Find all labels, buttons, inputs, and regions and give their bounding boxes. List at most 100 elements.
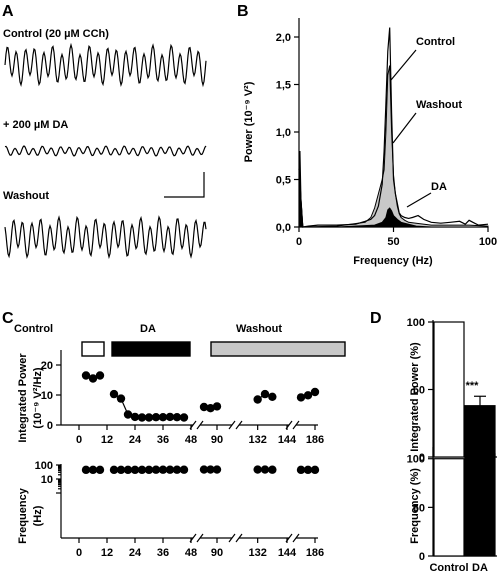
series-da-area (298, 160, 488, 228)
c-top-point-da (130, 412, 140, 422)
c-bottom-x-tick-label: 0 (76, 547, 82, 559)
d-top-bar-da (464, 405, 496, 458)
c-bottom-point-washout (206, 465, 215, 474)
c-bottom-x-tick-label: 144 (278, 547, 297, 559)
c-top-point-washout (268, 392, 277, 401)
c-top-point-washout (310, 387, 320, 397)
panel-letter-d: D (370, 310, 382, 327)
series-control-line (298, 27, 489, 228)
trace-washout (4, 215, 207, 260)
leader-control (390, 49, 417, 81)
c-bottom-point-washout (296, 465, 306, 475)
c-bottom-point-washout (253, 465, 262, 474)
c-bottom-y-tick-label: 100 (35, 460, 53, 472)
c-bottom-y-tick-label: 10 (41, 474, 53, 486)
c-bottom-point-control (81, 465, 91, 475)
d-top-y-tick-label: 100 (407, 317, 425, 329)
c-bottom-point-da (130, 465, 140, 475)
trace-da (4, 145, 207, 157)
trace-label-da: + 200 µM DA (3, 119, 68, 131)
condition-bar-da (111, 341, 191, 357)
panel-c: Control DA Washout 0 12 24 36 48 90 132 144 186 0… (14, 323, 346, 559)
leader-washout (392, 112, 417, 144)
c-top-y-tick-label: 0 (47, 420, 53, 432)
c-top-axis-break (228, 420, 236, 430)
c-bottom-point-washout (310, 465, 320, 475)
c-bottom-point-da (116, 465, 126, 475)
bar-label-washout: Washout (236, 323, 282, 335)
series-washout-area (298, 65, 489, 228)
c-top-y-tick-label: 20 (41, 360, 53, 372)
legend-control: Control (416, 36, 455, 48)
c-bottom-x-tick-label: 132 (248, 547, 266, 559)
condition-bar-washout (210, 341, 346, 357)
c-bottom-axis-break (228, 533, 236, 543)
c-top-point-da (151, 413, 161, 422)
c-top-x-tick-label: 48 (185, 434, 197, 446)
c-top-point-da (179, 413, 189, 422)
d-bottom-y-tick-label: 50 (413, 502, 425, 514)
b-y-axis-label: Power (10⁻⁹ V²) (243, 81, 255, 162)
panel-letter-c: C (2, 310, 14, 327)
c-top-point-control (88, 374, 98, 383)
c-bottom-x-tick-label: 24 (129, 547, 142, 559)
c-top-x-tick-label: 90 (211, 434, 223, 446)
b-x-tick-label: 50 (387, 236, 399, 248)
c-top-point-da (109, 389, 119, 399)
c-bottom-x-tick-label: 48 (185, 547, 197, 559)
c-bottom-x-tick-label: 90 (211, 547, 223, 559)
d-bottom-y-axis-label: Frequency (%) (409, 468, 421, 544)
c-top-x-tick-label: 36 (157, 434, 169, 446)
d-bottom-bar-da (464, 453, 496, 557)
trace-control (4, 42, 207, 88)
scale-bar (164, 172, 205, 198)
b-y-tick-label: 1,0 (276, 127, 291, 139)
c-bottom-point-washout (212, 465, 222, 474)
leader-da (406, 192, 432, 208)
c-bottom-x-tick-label: 12 (101, 547, 113, 559)
c-top-point-washout (212, 402, 222, 411)
c-top-x-tick-label: 12 (101, 434, 113, 446)
c-bottom-point-washout (303, 465, 313, 475)
c-bottom-point-control (88, 465, 98, 475)
c-top-y-tick-label: 10 (41, 390, 53, 402)
c-top-point-washout (260, 389, 270, 399)
c-top-point-washout (296, 393, 306, 402)
c-top-point-control (95, 371, 105, 380)
b-y-tick-label: 0,0 (276, 222, 291, 234)
c-top-x-tick-label: 24 (129, 434, 142, 446)
bar-label-control: Control (14, 323, 53, 335)
c-bottom-point-da (158, 465, 168, 474)
panel-letter-b: B (237, 3, 249, 20)
b-y-tick-label: 0,5 (276, 175, 291, 187)
c-top-x-tick-label: 132 (248, 434, 266, 446)
panel-a: Control (20 µM CCh) + 200 µM DA Washout (3, 28, 207, 260)
bar-label-da: DA (140, 323, 156, 335)
legend-washout: Washout (416, 99, 462, 111)
c-top-y-axis-label-line1: Integrated Power (17, 353, 29, 443)
b-x-tick-label: 0 (296, 236, 302, 248)
c-top-point-da (123, 410, 133, 419)
c-top-point-washout (199, 402, 209, 412)
d-category-label-da: DA (472, 562, 488, 574)
d-bottom-bar-control (433, 458, 465, 557)
d-bottom-y-tick-label: 100 (407, 454, 425, 466)
c-bottom-point-da (123, 465, 133, 475)
panel-d: 0 50 100 0 50 100 Control DA Integrated Power … (407, 317, 497, 574)
c-bottom-x-tick-label: 186 (306, 547, 324, 559)
significance-stars: *** (466, 380, 480, 392)
c-bottom-y-axis-label-line1: Frequency (17, 487, 29, 544)
c-top-point-da (116, 394, 126, 403)
c-top-point-da (137, 413, 147, 422)
c-top-x-tick-label: 0 (76, 434, 82, 446)
panel-letter-a: A (2, 3, 14, 20)
c-bottom-x-tick-label: 36 (157, 547, 169, 559)
legend-da: DA (431, 181, 447, 193)
c-bottom-point-da (137, 465, 147, 475)
trace-label-washout: Washout (3, 190, 49, 202)
c-top-point-da (172, 413, 182, 422)
c-top-point-da (144, 413, 154, 422)
c-top-point-da (158, 413, 168, 422)
c-bottom-point-da (144, 465, 154, 475)
